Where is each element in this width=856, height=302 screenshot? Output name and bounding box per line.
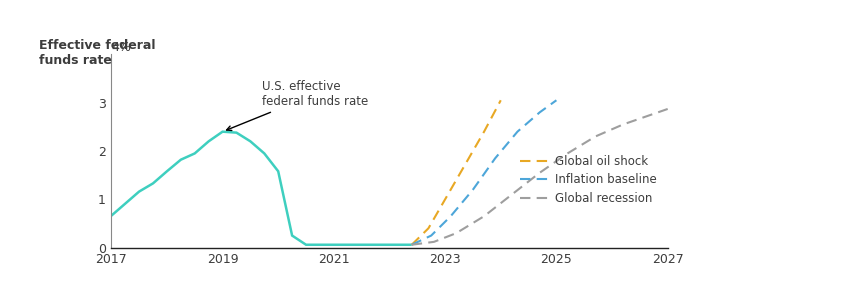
Text: Effective federal
funds rate: Effective federal funds rate	[39, 39, 156, 67]
Text: 4%: 4%	[111, 41, 131, 54]
Legend: Global oil shock, Inflation baseline, Global recession: Global oil shock, Inflation baseline, Gl…	[515, 150, 662, 210]
Text: U.S. effective
federal funds rate: U.S. effective federal funds rate	[227, 80, 368, 130]
